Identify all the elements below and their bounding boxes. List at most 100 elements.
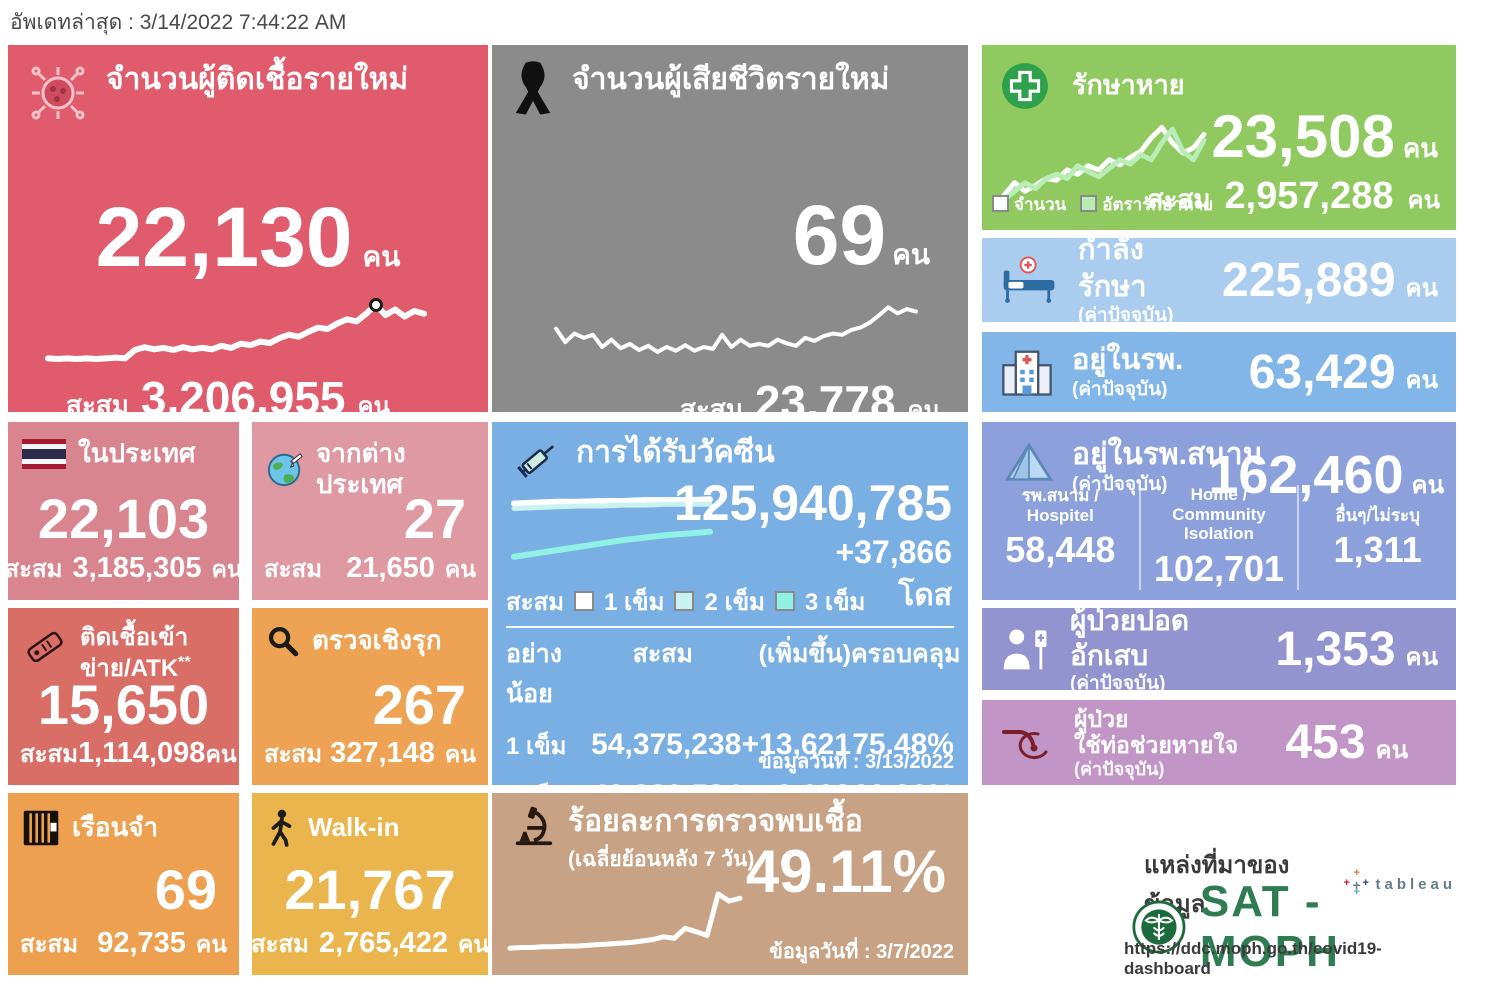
- panel-title: การได้รับวัคซีน: [576, 436, 775, 469]
- prison-value: 69: [154, 858, 217, 921]
- unit-label: คน: [195, 931, 227, 957]
- unit-label: คน: [444, 741, 476, 767]
- breakdown-item: รพ.สนาม / Hospitel 58,448: [1005, 486, 1116, 571]
- cumulative-label: สะสม: [1147, 184, 1211, 214]
- panel-ventilator: ผู้ป่วย ใช้ท่อช่วยหายใจ (ค่าปัจจุบัน) 45…: [982, 700, 1456, 785]
- panel-new-cases: จำนวนผู้ติดเชื้อรายใหม่ 22,130 คน สะสม 3,…: [8, 45, 488, 412]
- new-cases-cumulative: สะสม 3,206,955 คน: [8, 371, 448, 412]
- unit-label: คน: [362, 241, 401, 272]
- dose-unit-label: โดส: [898, 579, 952, 612]
- cumulative-label: สะสม: [66, 390, 129, 412]
- abroad-value: 27: [403, 487, 466, 550]
- panel-title-line2: ใช้ท่อช่วยหายใจ: [1074, 732, 1239, 759]
- tableau-logo: + + + + + tableau: [1343, 867, 1456, 898]
- table-cell: +2,698: [734, 779, 851, 785]
- panel-proactive-testing: ตรวจเชิงรุก 267 สะสม 327,148 คน: [252, 608, 488, 785]
- panel-subtitle: (เฉลี่ยย้อนหลัง 7 วัน): [568, 847, 755, 871]
- current-note: (ค่าปัจจุบัน): [1070, 672, 1166, 690]
- panel-positivity-rate: ร้อยละการตรวจพบเชื้อ (เฉลี่ยย้อนหลัง 7 ว…: [492, 793, 968, 975]
- table-cell: 54,375,238: [591, 728, 742, 761]
- globe-plane-icon: [267, 453, 303, 487]
- intubation-tube-icon: [1002, 729, 1048, 759]
- moph-seal-icon: [1132, 900, 1186, 954]
- atk-test-icon: [27, 631, 63, 663]
- deaths-value: 69 คน: [792, 188, 930, 282]
- panel-title: จำนวนผู้ติดเชื้อรายใหม่: [106, 63, 409, 96]
- unit-label: คน: [1375, 737, 1408, 764]
- walkin-value: 21,767: [284, 858, 456, 921]
- divider: [506, 626, 954, 628]
- syringe-icon: [517, 445, 554, 478]
- deaths-cumulative: สะสม 23,778 คน: [680, 375, 940, 412]
- positivity-data-date: ข้อมูลวันที่ : 3/7/2022: [769, 941, 954, 963]
- current-note: (ค่าปัจจุบัน): [1072, 378, 1168, 400]
- cumulative-label: สะสม: [20, 741, 79, 768]
- panel-title-line1: ผู้ป่วย: [1074, 705, 1129, 732]
- panel-recovered: รักษาหาย 23,508 คน จำนวน อัตรารักษาหาย สะ…: [982, 45, 1456, 230]
- walking-person-icon: [271, 809, 292, 847]
- walkin-cumulative: สะสม 2,765,422 คน: [252, 924, 488, 963]
- tableau-mark-icon: + + + + +: [1343, 867, 1369, 898]
- legend-swatch-dose2: [674, 590, 695, 611]
- vaccine-dose1-sparkline: [514, 482, 710, 580]
- legend-swatch-rate: [1080, 195, 1098, 212]
- vaccine-legend: สะสม 1 เข็ม 2 เข็ม 3 เข็ม: [506, 589, 866, 616]
- unit-label: คน: [892, 239, 930, 270]
- proactive-cumulative: สะสม 327,148 คน: [264, 734, 476, 773]
- panel-title: ผู้ป่วยปอดอักเสบ: [1070, 608, 1190, 671]
- tableau-wordmark: tableau: [1375, 875, 1456, 893]
- legend-swatch-dose1: [574, 590, 595, 611]
- panel-walkin: Walk-in 21,767 สะสม 2,765,422 คน: [252, 793, 488, 975]
- panel-title: ติดเชื้อเข้าข่าย/ATK**: [80, 624, 191, 682]
- unit-label: คน: [1411, 472, 1444, 499]
- panel-title: กำลังรักษา: [1078, 238, 1147, 303]
- cumulative-label: สะสม: [264, 741, 323, 768]
- domestic-cumulative: สะสม 3,185,305 คน: [8, 549, 239, 588]
- panel-title: จำนวนผู้เสียชีวิตรายใหม่: [572, 63, 890, 96]
- magnifier-icon: [268, 626, 299, 657]
- atk-cumulative: สะสม 1,114,098 คน: [20, 734, 237, 773]
- positivity-value: 49.11%: [745, 838, 946, 905]
- panel-deaths: จำนวนผู้เสียชีวิตรายใหม่ 69 คน สะสม 23,77…: [492, 45, 968, 412]
- table-cell: +13,621: [741, 728, 851, 761]
- cumulative-label: สะสม: [20, 931, 79, 958]
- panel-vaccine: การได้รับวัคซีน 125,940,785 +37,866 โดส …: [492, 422, 968, 785]
- panel-in-hospital: อยู่ในรพ. (ค่าปัจจุบัน) 63,429 คน: [982, 332, 1456, 412]
- field-hospital-breakdown: รพ.สนาม / Hospitel 58,448 Home / Communi…: [982, 485, 1456, 590]
- column-header: สะสม: [632, 640, 693, 668]
- vaccine-dose3-sparkline: [514, 482, 710, 580]
- in-hospital-value: 63,429 คน: [1248, 345, 1438, 399]
- prison-bars-icon: [23, 810, 59, 846]
- peak-marker: [368, 297, 383, 312]
- unit-label: คน: [907, 397, 940, 412]
- dashboard-url-link[interactable]: https://ddc.moph.go.th/covid19-dashboard: [1124, 939, 1382, 975]
- current-note: (ค่าปัจจุบัน): [1078, 304, 1174, 322]
- ribbon-icon: [515, 61, 551, 115]
- breakdown-item: Home / Community Isolation 102,701: [1138, 485, 1298, 590]
- positivity-sparkline: [510, 877, 740, 961]
- panel-field-hospital: อยู่ในรพ.สนาม (ค่าปัจจุบัน) 162,460 คน รพ…: [982, 422, 1456, 600]
- legend-swatch-dose3: [774, 590, 795, 611]
- cumulative-label: สะสม: [679, 394, 743, 412]
- legend-swatch-count: [992, 195, 1009, 212]
- pneumonia-value: 1,353 คน: [1275, 622, 1438, 676]
- unit-label: คน: [1407, 187, 1440, 214]
- unit-label: คน: [357, 393, 390, 412]
- field-hospital-value: 162,460 คน: [1208, 445, 1444, 505]
- column-header: อย่างน้อย: [506, 640, 562, 708]
- panel-domestic: ในประเทศ 22,103 สะสม 3,185,305 คน: [8, 422, 239, 600]
- abroad-cumulative: สะสม 21,650 คน: [264, 549, 476, 588]
- unit-label: คน: [211, 556, 239, 582]
- unit-label: คน: [1405, 274, 1438, 302]
- panel-title: จากต่างประเทศ: [316, 438, 406, 500]
- table-row-label: 2 เข็ม: [506, 777, 591, 785]
- recovered-value: 23,508 คน: [1211, 103, 1438, 170]
- sat-moph-wordmark: SAT - MOPH: [1199, 877, 1340, 975]
- vaccine-delta: +37,866: [835, 534, 952, 570]
- panel-title: รักษาหาย: [1072, 70, 1185, 100]
- unit-label: คน: [444, 556, 476, 582]
- current-note: (ค่าปัจจุบัน): [1074, 758, 1165, 779]
- proactive-value: 267: [372, 673, 466, 736]
- tent-icon: [1004, 442, 1054, 481]
- cumulative-label: สะสม: [252, 931, 309, 958]
